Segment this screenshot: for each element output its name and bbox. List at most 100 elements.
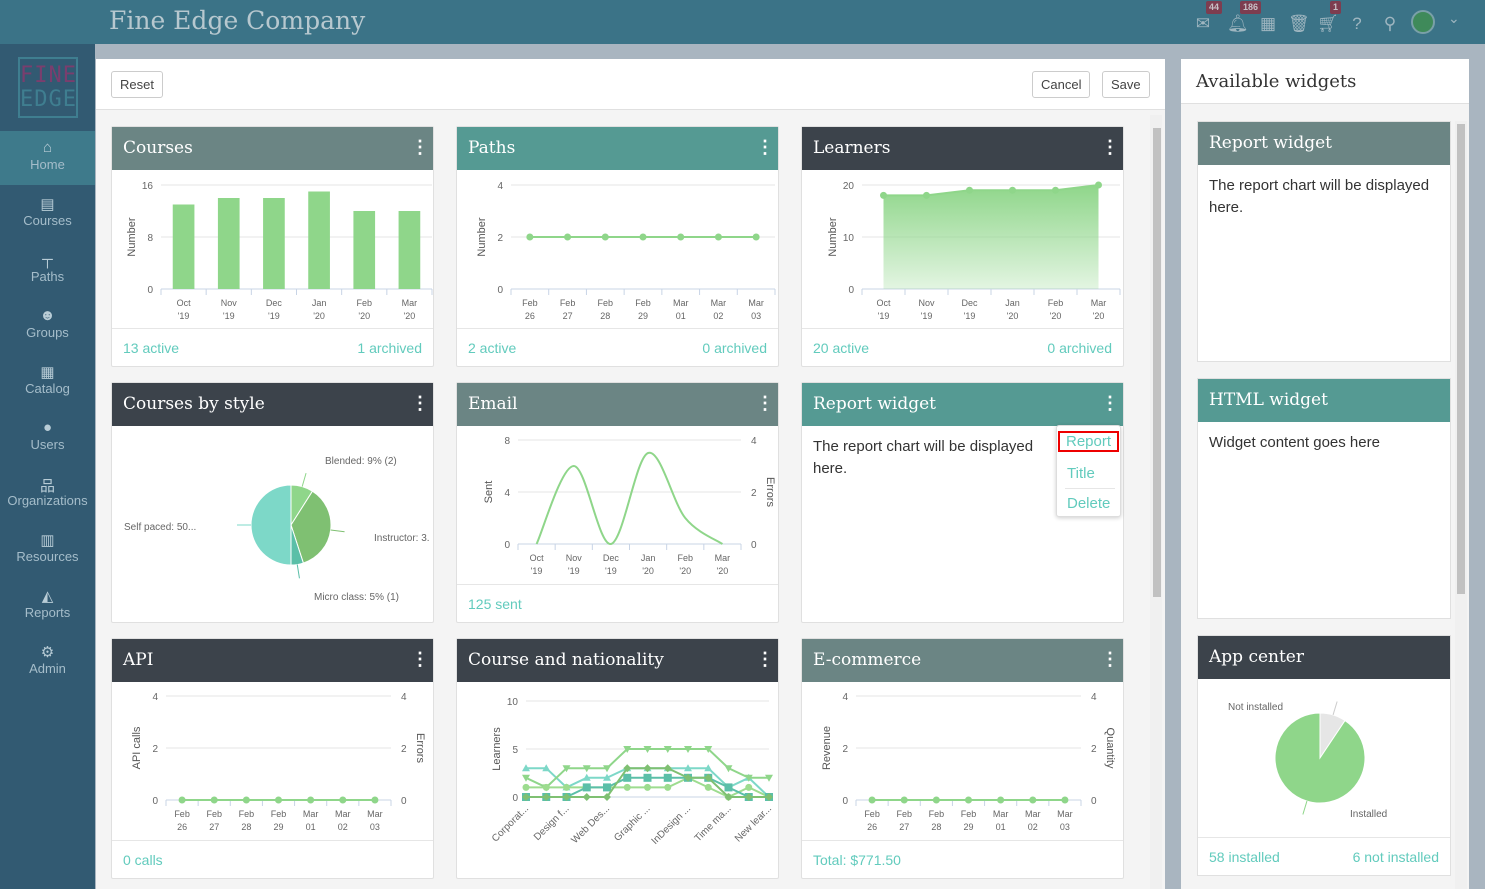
data-point [744, 793, 753, 801]
footer-stat[interactable]: 58 installed [1209, 849, 1280, 865]
calendar-icon[interactable]: ▦ [1258, 14, 1278, 34]
more-vertical-icon[interactable]: ⋮ [1101, 649, 1119, 670]
trash-icon[interactable]: 🗑︎ [1288, 14, 1310, 34]
widget-header[interactable]: App center [1198, 636, 1450, 679]
x-tick-label: Feb 29 [635, 298, 651, 321]
footer-stat[interactable]: 20 active [813, 340, 870, 356]
envelope-icon[interactable]: ✉ 44 [1193, 1, 1223, 34]
dashboard-editor: Reset Cancel Save Courses ⋮ 13 active 1 arc… [96, 59, 1165, 889]
data-point [371, 796, 379, 804]
footer-stat[interactable]: 13 active [123, 340, 180, 356]
widget-header[interactable]: Courses ⋮ [112, 127, 433, 170]
data-point [542, 764, 551, 772]
data-point [704, 773, 713, 782]
y-tick-label: 10 [843, 233, 855, 244]
widget-header[interactable]: Paths ⋮ [457, 127, 778, 170]
widget-e-commerce[interactable]: E-commerce ⋮ Total: $771.50 0 2 4 0 2 4 Revenue Qu… [801, 638, 1124, 879]
reset-button[interactable]: Reset [111, 71, 163, 98]
widget-paths[interactable]: Paths ⋮ 2 active 0 archived 0 2 4 Number Feb 26 Fe… [456, 126, 779, 367]
sidebar-item-organizations[interactable]: 品 Organizations [0, 467, 95, 521]
data-point [664, 783, 672, 791]
more-vertical-icon[interactable]: ⋮ [411, 393, 429, 414]
widget-header[interactable]: Learners ⋮ [802, 127, 1123, 170]
more-vertical-icon[interactable]: ⋮ [756, 649, 774, 670]
menu-item-title[interactable]: Title [1067, 465, 1095, 482]
save-button[interactable]: Save [1102, 71, 1150, 98]
search-icon[interactable]: ⚲ [1380, 14, 1400, 34]
more-vertical-icon[interactable]: ⋮ [1101, 393, 1119, 414]
available-widget-html-widget[interactable]: HTML widget Widget content goes here [1197, 378, 1451, 619]
cart-icon[interactable]: 🛒︎ 1 [1317, 1, 1342, 34]
y2-tick-label: 4 [401, 692, 407, 703]
sidebar-item-admin[interactable]: ⚙ Admin [0, 635, 95, 689]
widget-header[interactable]: Courses by style ⋮ [112, 383, 433, 426]
notification-badge: 186 [1240, 1, 1262, 14]
widget-title: App center [1209, 647, 1304, 667]
widget-header[interactable]: Email ⋮ [457, 383, 778, 426]
y2-tick-label: 2 [751, 488, 757, 499]
cancel-button[interactable]: Cancel [1032, 71, 1091, 98]
widget-header[interactable]: API ⋮ [112, 639, 433, 682]
bell-icon[interactable]: 🔔︎ 186 [1227, 1, 1262, 34]
data-point [900, 796, 908, 804]
data-point [684, 764, 692, 772]
sidebar-item-resources[interactable]: ▥ Resources [0, 523, 95, 577]
menu-item-delete[interactable]: Delete [1067, 495, 1111, 512]
widget-courses-by-style[interactable]: Courses by style ⋮ Blended: 9% (2) Instruct… [111, 382, 434, 623]
widget-header[interactable]: HTML widget [1198, 379, 1450, 422]
footer-stat[interactable]: 2 active [468, 340, 517, 356]
footer-stat[interactable]: 125 sent [468, 596, 522, 612]
footer-stat[interactable]: 6 not installed [1352, 849, 1439, 865]
chevron-down-icon[interactable]: ⌄ [1448, 10, 1460, 26]
more-vertical-icon[interactable]: ⋮ [411, 649, 429, 670]
x-tick-label: Nov '19 [918, 298, 935, 321]
data-point [704, 764, 713, 772]
widget-learners[interactable]: Learners ⋮ 20 active 0 archived 0 10 20 Number O… [801, 126, 1124, 367]
more-vertical-icon[interactable]: ⋮ [411, 137, 429, 158]
data-point [643, 764, 652, 773]
x-tick-label: Web Des... [569, 803, 612, 846]
footer-stat[interactable]: 0 archived [1047, 340, 1112, 356]
widget-course-and-nationality[interactable]: Course and nationality ⋮ 0 5 10 Learners Corpo… [456, 638, 779, 879]
footer-stat[interactable]: 1 archived [357, 340, 422, 356]
sidebar-item-courses[interactable]: ▤ Courses [0, 187, 95, 241]
scrollbar-thumb[interactable] [1153, 128, 1161, 597]
data-point [752, 233, 760, 241]
widget-email[interactable]: Email ⋮ 125 sent 0 4 8 0 2 4 Sent Errors Oct '19 Nov '… [456, 382, 779, 623]
widget-api[interactable]: API ⋮ 0 calls 0 2 4 0 2 4 API calls Errors Feb 26 Feb… [111, 638, 434, 879]
menu-item-report[interactable]: Report [1058, 431, 1120, 452]
footer-stat[interactable]: Total: $771.50 [813, 852, 901, 868]
notification-badge: 1 [1330, 1, 1342, 14]
chart-paths: 0 2 4 Number Feb 26 Feb 27 Feb 28 Feb 29 Mar 01 Mar 02 M… [476, 181, 776, 321]
app-title: Fine Edge Company [109, 6, 366, 35]
widget-text: The report chart will be displayed here. [1209, 177, 1430, 216]
y2-axis-label: Errors [764, 477, 776, 507]
user-avatar[interactable] [1411, 10, 1435, 34]
sidebar-item-catalog[interactable]: ▦ Catalog [0, 355, 95, 409]
sidebar-item-groups[interactable]: ☻ Groups [0, 299, 95, 353]
sidebar-item-paths[interactable]: ┬ Paths [0, 243, 95, 297]
widget-header[interactable]: E-commerce ⋮ [802, 639, 1123, 682]
sidebar-item-home[interactable]: ⌂ Home [0, 131, 95, 185]
available-widget-report-widget[interactable]: Report widget The report chart will be di… [1197, 121, 1451, 362]
help-icon[interactable]: ? [1347, 14, 1367, 34]
widget-header[interactable]: Report widget [1198, 122, 1450, 165]
pie-label: Blended: 9% (2) [325, 456, 397, 467]
more-vertical-icon[interactable]: ⋮ [1101, 137, 1119, 158]
panel-scrollbar[interactable] [1455, 121, 1467, 889]
widget-header[interactable]: Course and nationality ⋮ [457, 639, 778, 682]
more-vertical-icon[interactable]: ⋮ [756, 393, 774, 414]
available-widget-app-center[interactable]: App center 58 installed 6 not installed Not… [1197, 635, 1451, 876]
data-point [677, 233, 685, 241]
data-point [765, 793, 773, 801]
bar [398, 211, 421, 289]
sidebar-item-reports[interactable]: ◭ Reports [0, 579, 95, 633]
more-vertical-icon[interactable]: ⋮ [756, 137, 774, 158]
logo[interactable]: FINE EDGE [18, 57, 78, 118]
sidebar-item-users[interactable]: ● Users [0, 411, 95, 465]
data-point [623, 764, 632, 773]
widget-courses[interactable]: Courses ⋮ 13 active 1 archived 0 8 16 Number Oct… [111, 126, 434, 367]
widget-header[interactable]: Report widget ⋮ [802, 383, 1123, 426]
footer-stat[interactable]: 0 calls [123, 852, 163, 868]
footer-stat[interactable]: 0 archived [702, 340, 767, 356]
